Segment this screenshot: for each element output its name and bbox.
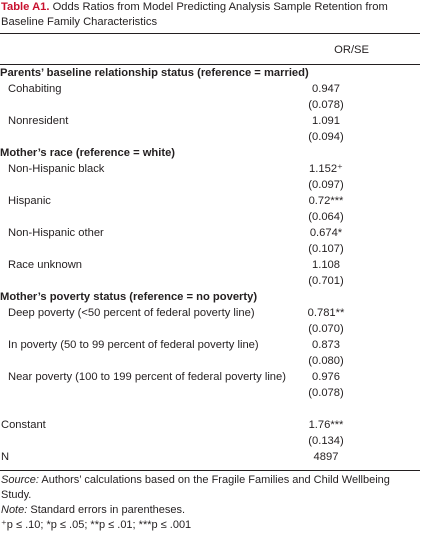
row-standard-error: (0.064) — [308, 211, 344, 223]
section-heading-row: Mother’s race (reference = white) — [0, 145, 420, 161]
row-standard-error: (0.097) — [308, 179, 344, 191]
table-row-se: (0.078) — [0, 385, 420, 401]
table-title: Table A1. Odds Ratios from Model Predict… — [0, 0, 422, 30]
results-table: Parents’ baseline relationship status (r… — [0, 65, 420, 465]
n-label: N — [1, 451, 10, 463]
bottom-rule — [0, 470, 420, 471]
section-heading-row: Parents’ baseline relationship status (r… — [0, 65, 420, 81]
table-row: Deep poverty (<50 percent of federal pov… — [0, 305, 420, 321]
constant-row: Constant 1.76*** — [0, 417, 420, 433]
source-text: Authors’ calculations based on the Fragi… — [1, 474, 390, 501]
table-row: Non-Hispanic other 0.674* — [0, 225, 420, 241]
row-label: Nonresident — [8, 115, 69, 127]
top-rule — [0, 33, 420, 34]
note-label: Note: — [1, 504, 28, 516]
row-value: 0.947 — [312, 83, 340, 95]
row-value: 1.091 — [312, 115, 340, 127]
row-label: Hispanic — [8, 195, 51, 207]
table-row-se: (0.094) — [0, 129, 420, 145]
section-heading: Parents’ baseline relationship status (r… — [0, 67, 309, 79]
row-standard-error: (0.070) — [308, 323, 344, 335]
row-label: Near poverty (100 to 199 percent of fede… — [8, 371, 286, 383]
row-value: 0.781** — [307, 307, 345, 319]
row-value: 0.873 — [312, 339, 340, 351]
table-row: In poverty (50 to 99 percent of federal … — [0, 337, 420, 353]
column-header-or-se: OR/SE — [334, 44, 369, 56]
row-standard-error: (0.107) — [308, 243, 344, 255]
table-row: Nonresident 1.091 — [0, 113, 420, 129]
row-standard-error: (0.078) — [308, 387, 344, 399]
row-value: 0.674* — [309, 227, 343, 239]
row-value: 0.72*** — [308, 195, 344, 207]
table-row: Race unknown 1.108 — [0, 257, 420, 273]
header-rule — [0, 64, 420, 65]
row-label: Race unknown — [8, 259, 83, 271]
source-label: Source: — [1, 474, 39, 486]
row-label: Non-Hispanic other — [8, 227, 104, 239]
constant-value: 1.76*** — [308, 419, 344, 431]
table-notes: Source: Authors’ calculations based on t… — [0, 471, 420, 533]
row-standard-error: (0.078) — [308, 99, 344, 111]
row-value: 0.976 — [312, 371, 340, 383]
section-heading: Mother’s race (reference = white) — [0, 147, 176, 159]
n-row: N 4897 — [0, 449, 420, 465]
source-note: Source: Authors’ calculations based on t… — [1, 473, 416, 503]
standard-error-note: Note: Standard errors in parentheses. — [1, 503, 416, 518]
table-row-se: (0.070) — [0, 321, 420, 337]
constant-label: Constant — [1, 419, 46, 431]
table-row-se: (0.097) — [0, 177, 420, 193]
constant-se-row: (0.134) — [0, 433, 420, 449]
table-row-se: (0.080) — [0, 353, 420, 369]
row-label: In poverty (50 to 99 percent of federal … — [8, 339, 259, 351]
note-text: Standard errors in parentheses. — [27, 504, 186, 516]
section-heading-row: Mother’s poverty status (reference = no … — [0, 289, 420, 305]
significance-note: ⁺p ≤ .10; *p ≤ .05; **p ≤ .01; ***p ≤ .0… — [1, 519, 192, 531]
table-row-se: (0.701) — [0, 273, 420, 289]
row-value: 1.152⁺ — [309, 163, 343, 175]
table-row: Non-Hispanic black 1.152⁺ — [0, 161, 420, 177]
column-header-row: OR/SE — [0, 34, 420, 56]
row-standard-error: (0.080) — [308, 355, 344, 367]
table-row-se: (0.078) — [0, 97, 420, 113]
table-row-se: (0.064) — [0, 209, 420, 225]
section-heading: Mother’s poverty status (reference = no … — [0, 291, 258, 303]
n-value: 4897 — [313, 451, 339, 463]
table-row: Hispanic 0.72*** — [0, 193, 420, 209]
table-number-label: Table A1. — [1, 1, 50, 13]
table-row: Cohabiting 0.947 — [0, 81, 420, 97]
table-row-se: (0.107) — [0, 241, 420, 257]
row-value: 1.108 — [312, 259, 340, 271]
row-standard-error: (0.701) — [308, 275, 344, 287]
row-label: Cohabiting — [8, 83, 62, 95]
row-label: Deep poverty (<50 percent of federal pov… — [8, 307, 255, 319]
constant-standard-error: (0.134) — [308, 435, 344, 447]
row-standard-error: (0.094) — [308, 131, 344, 143]
row-label: Non-Hispanic black — [8, 163, 105, 175]
table-row: Near poverty (100 to 199 percent of fede… — [0, 369, 420, 385]
table-title-text: Odds Ratios from Model Predicting Analys… — [1, 1, 388, 28]
